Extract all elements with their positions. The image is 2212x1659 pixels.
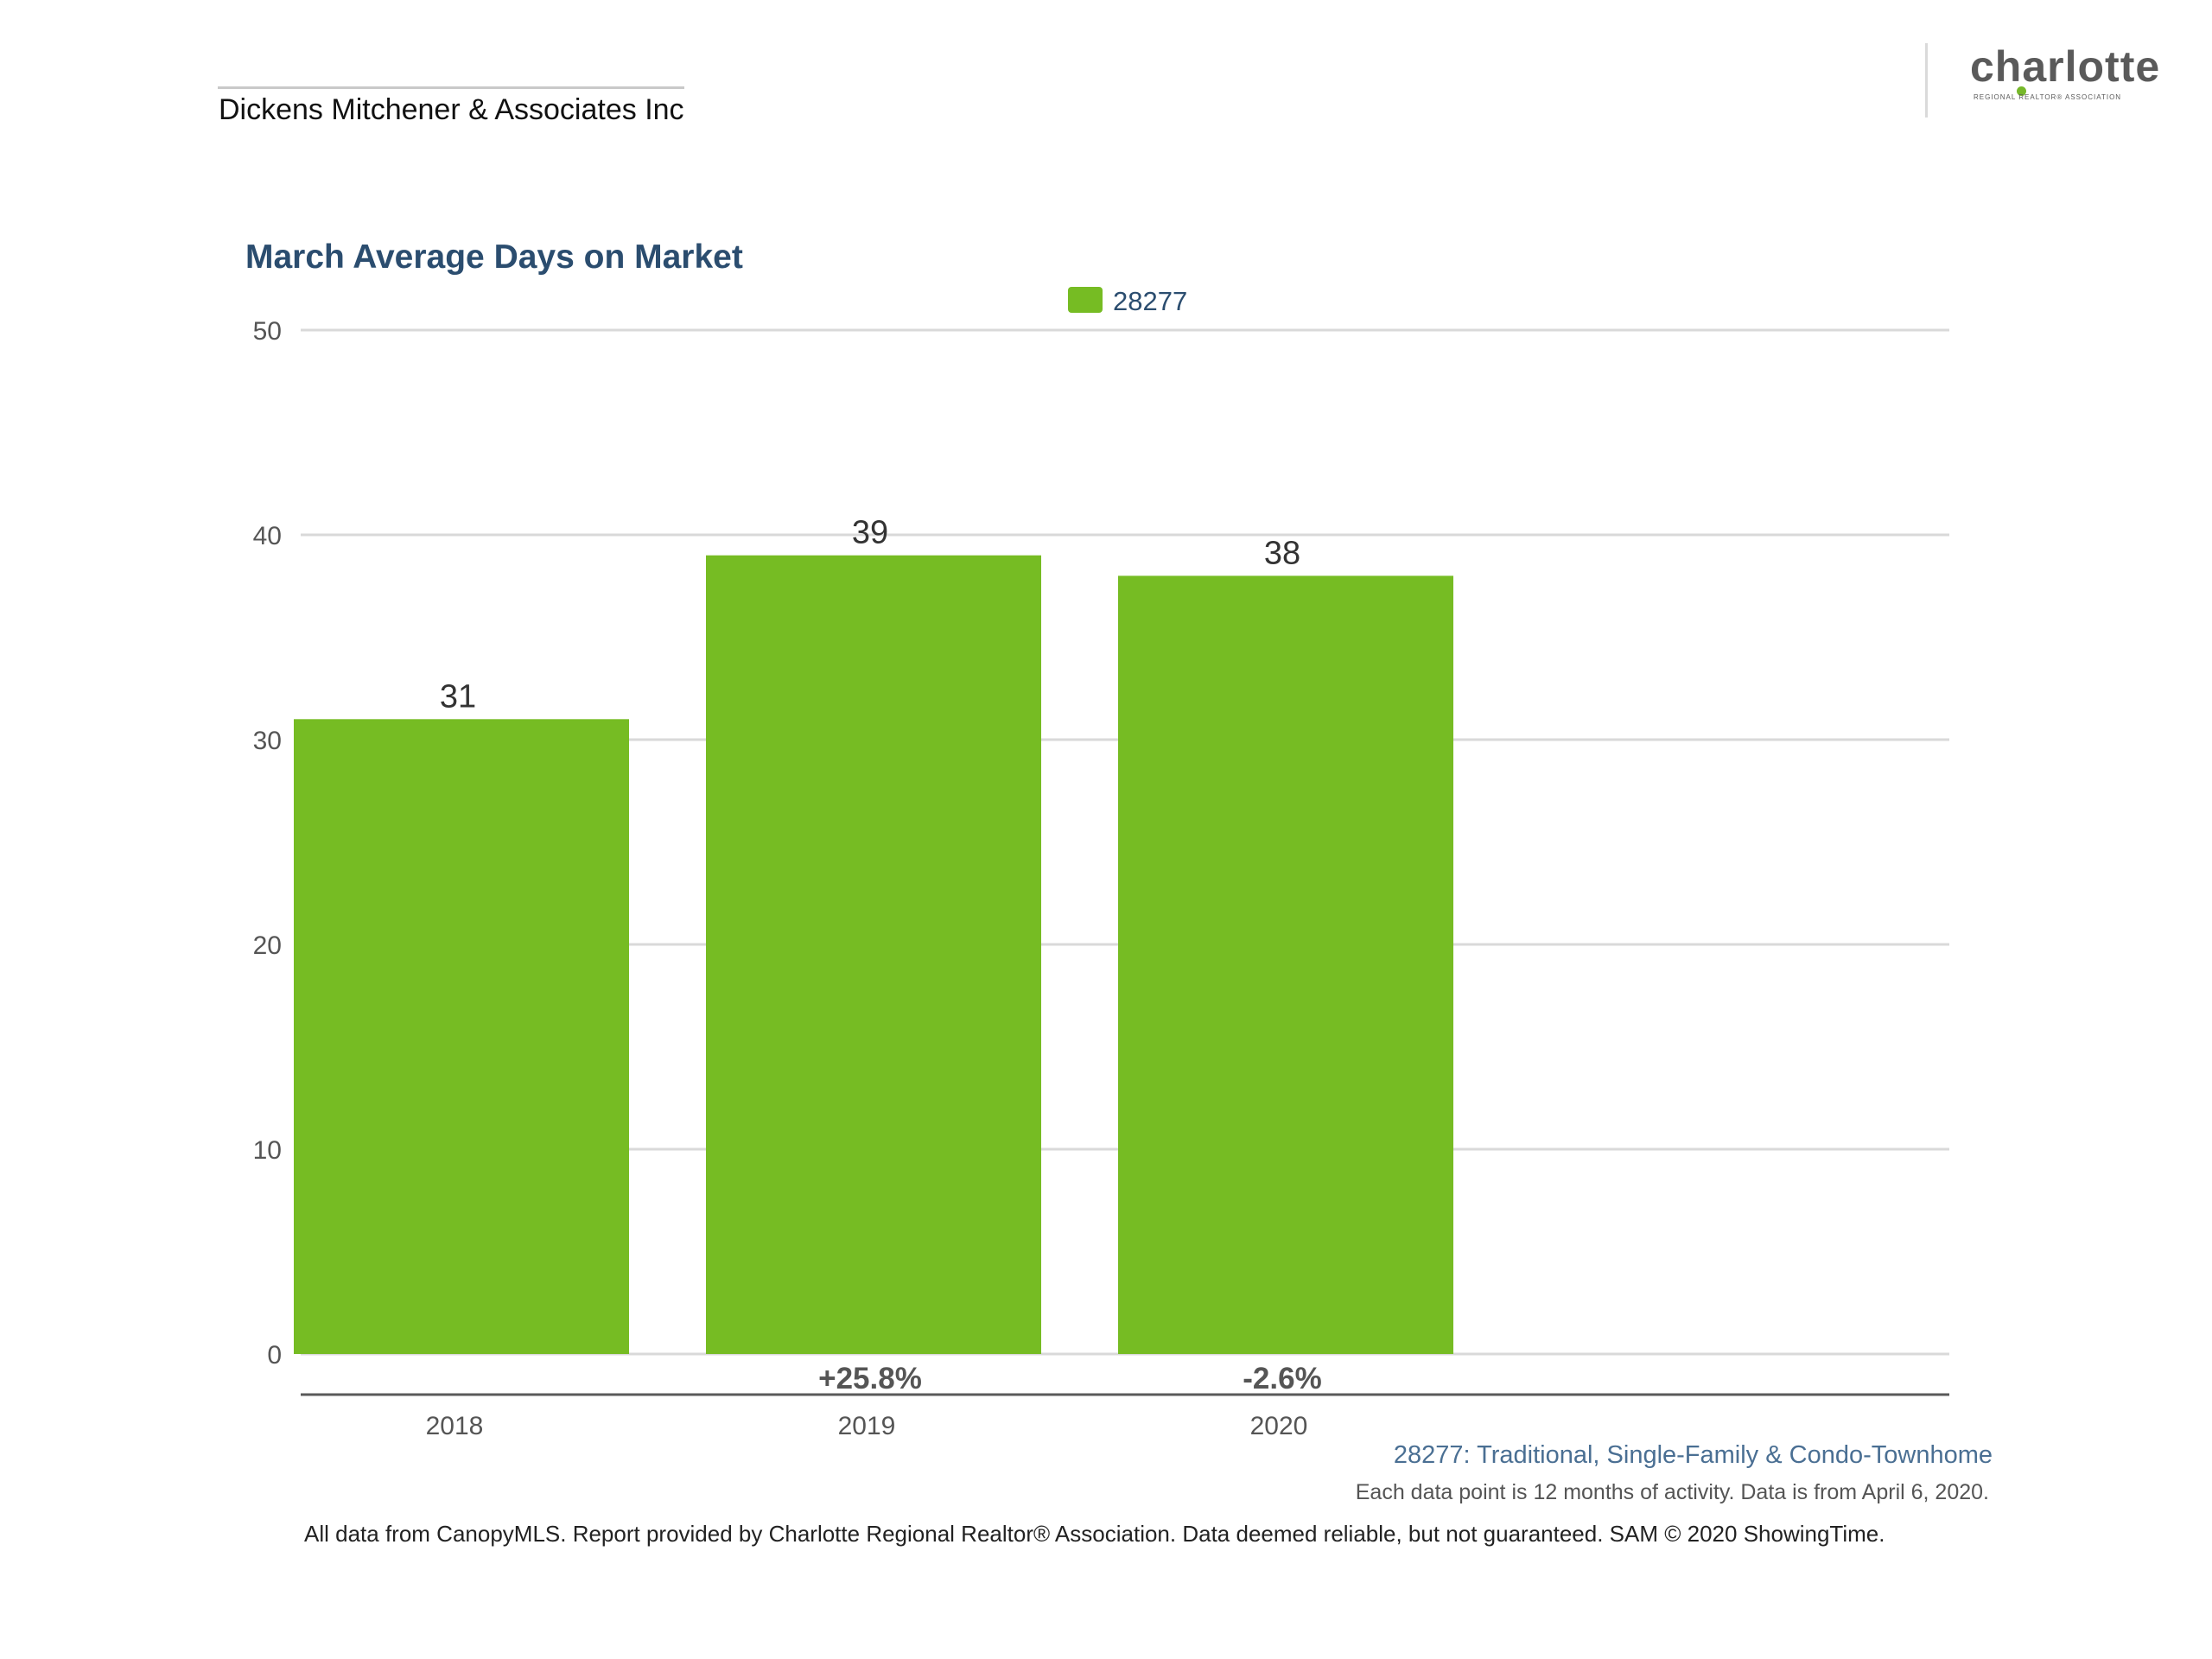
change-label: -2.6% [1243, 1362, 1321, 1395]
y-tick-label: 20 [253, 931, 282, 960]
company-name: Dickens Mitchener & Associates Inc [219, 93, 684, 126]
x-tick-label: 2018 [426, 1412, 484, 1440]
logo-divider [1925, 43, 1928, 118]
header-rule [218, 86, 684, 89]
logo-accent-dot [2017, 86, 2026, 96]
series-description: 28277: Traditional, Single-Family & Cond… [1393, 1441, 1993, 1469]
legend: 28277 [1068, 286, 1187, 316]
bars [294, 555, 1453, 1354]
y-tick-label: 30 [253, 727, 282, 755]
bar [294, 719, 629, 1354]
data-label: 39 [852, 515, 888, 551]
y-tick-label: 40 [253, 522, 282, 550]
y-tick-label: 50 [253, 317, 282, 346]
axes: 0 10 20 30 40 50 2018 2019 2020 [253, 317, 1949, 1440]
data-label: 31 [440, 678, 476, 715]
bar [1118, 575, 1453, 1354]
charlotte-logo: charlotte REGIONAL REALTOR® ASSOCIATION [1944, 41, 2169, 111]
y-tick-label: 0 [267, 1341, 282, 1370]
y-tick-label: 10 [253, 1136, 282, 1165]
legend-label: 28277 [1113, 286, 1187, 316]
x-tick-label: 2020 [1250, 1412, 1308, 1440]
legend-swatch [1068, 287, 1103, 313]
data-note: Each data point is 12 months of activity… [1355, 1480, 1989, 1504]
x-tick-label: 2019 [838, 1412, 896, 1440]
bar [706, 555, 1041, 1354]
logo-tagline: REGIONAL REALTOR® ASSOCIATION [1974, 93, 2122, 101]
data-label: 38 [1264, 535, 1300, 571]
chart-title: March Average Days on Market [245, 238, 743, 276]
change-label: +25.8% [818, 1362, 922, 1395]
logo-wordmark: charlotte [1970, 42, 2161, 91]
data-labels: 31 39 +25.8% 38 -2.6% [440, 515, 1322, 1395]
source-note: All data from CanopyMLS. Report provided… [304, 1521, 1885, 1547]
